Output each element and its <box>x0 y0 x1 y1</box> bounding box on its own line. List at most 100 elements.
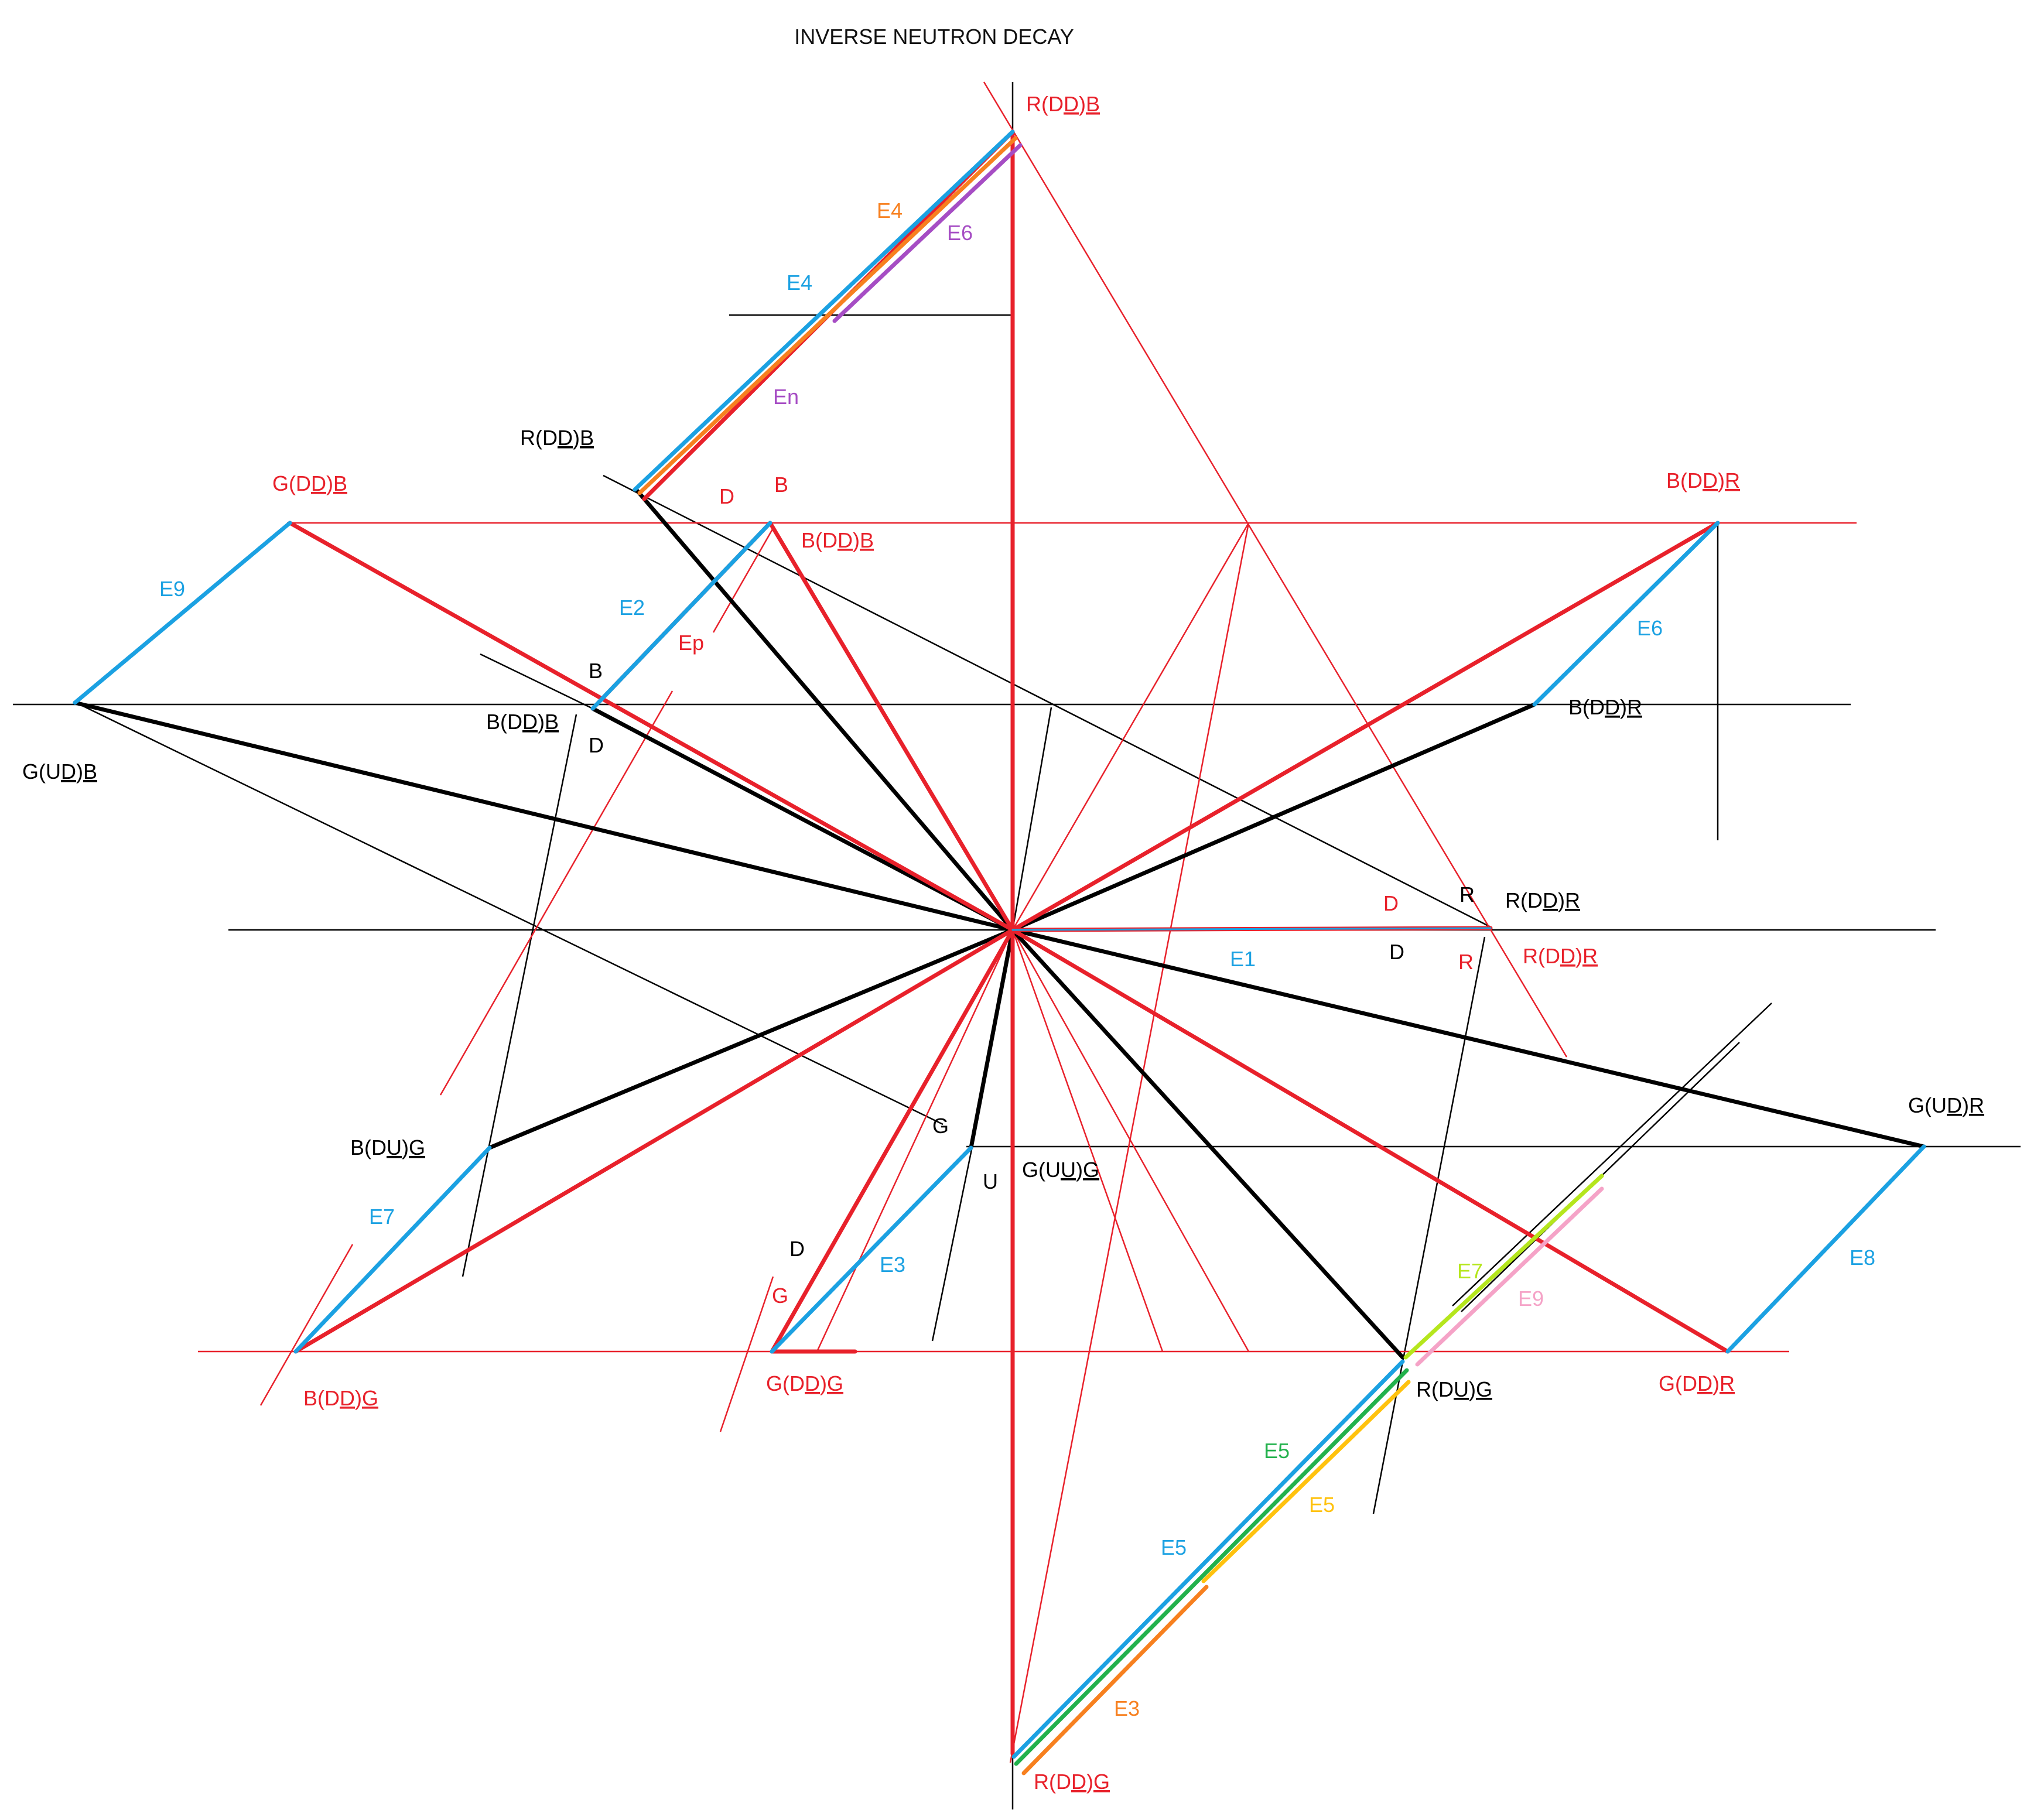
node-label-rddb-left: R(DD)B <box>520 426 594 450</box>
spoke-guug <box>969 928 1015 1150</box>
node-label-rddr-red: R(DD)R <box>1523 944 1598 968</box>
edge-e7-lime <box>1403 1174 1604 1360</box>
node-label-part: U <box>1454 1377 1469 1401</box>
edge-e3-orange <box>1021 1585 1209 1775</box>
spoke-rddb-left <box>635 488 1015 932</box>
quark-label-q-d-black-right: D <box>1389 940 1404 964</box>
node-label-part: ) <box>1712 1371 1720 1395</box>
node-label-part: ) <box>1086 1770 1093 1794</box>
node-label-gddg: G(DD)G <box>766 1371 843 1395</box>
node-label-part: ) <box>853 528 860 552</box>
quark-label-q-g-black-bottom: G <box>932 1114 949 1138</box>
node-label-part: B(D <box>303 1386 340 1410</box>
black-spokes <box>73 488 1926 1360</box>
node-label-part: D <box>1064 92 1079 116</box>
node-label-part: B <box>580 426 594 450</box>
edge-label-e7-lime: E7 <box>1457 1259 1483 1283</box>
node-label-part: D <box>1947 1093 1962 1117</box>
edge-e9-blue <box>73 521 292 705</box>
node-label-part: R(D <box>1026 92 1064 116</box>
node-label-part: R <box>1725 468 1740 492</box>
node-label-part: D <box>311 471 326 495</box>
black-guide-lines <box>13 82 2021 1809</box>
edge-e8-blue <box>1725 1144 1926 1354</box>
spoke-gudb <box>73 700 1015 932</box>
node-label-part: D <box>558 426 573 450</box>
node-label-bddr-black: B(DD)R <box>1568 695 1642 719</box>
labels: R(DD)BR(DD)BG(DD)BB(DD)BB(DD)BB(DD)RB(DD… <box>22 92 1984 1794</box>
node-label-part: B <box>333 471 347 495</box>
node-label-part: U <box>1061 1158 1076 1182</box>
node-label-part: G(U <box>22 760 61 784</box>
node-label-part: B(D <box>801 528 838 552</box>
node-label-part: D <box>61 760 76 784</box>
quark-label-q-d-black-left: D <box>589 733 604 757</box>
node-label-part: B(D <box>350 1135 387 1159</box>
node-label-part: D <box>805 1371 820 1395</box>
spoke-gddb <box>288 521 1015 932</box>
red-guide-f <box>712 528 774 633</box>
edge-label-e2-blue: E2 <box>619 596 645 620</box>
energy-lines <box>73 129 1926 1775</box>
node-label-part: R <box>1582 944 1598 968</box>
red-guide-d <box>816 929 1014 1352</box>
guide-steep-left <box>462 714 577 1277</box>
node-label-part: ) <box>538 710 545 734</box>
node-label-gudb: G(UD)B <box>22 760 97 784</box>
node-label-part: D <box>1605 695 1620 719</box>
node-label-part: R <box>1720 1371 1735 1395</box>
edge-label-e1-blue: E1 <box>1230 947 1256 971</box>
quark-label-q-b-black-left: B <box>589 659 603 683</box>
node-label-part: B(D <box>1666 468 1703 492</box>
quark-label-q-r-red-right: R <box>1458 950 1474 974</box>
node-label-part: ) <box>1962 1093 1969 1117</box>
node-label-part: ) <box>355 1386 362 1410</box>
diagram-title: INVERSE NEUTRON DECAY <box>794 25 1074 49</box>
edge-label-e8-blue: E8 <box>1850 1246 1875 1270</box>
node-label-part: R <box>1565 888 1580 912</box>
node-label-part: R <box>1627 695 1642 719</box>
guide-diag-lr1 <box>1452 1003 1772 1306</box>
edge-e9-pink <box>1415 1186 1604 1367</box>
guide-diag-gudb-guug <box>76 702 944 1125</box>
red-guide-a <box>1011 522 1250 930</box>
quark-label-q-u-black-bottom: U <box>983 1169 998 1193</box>
node-label-part: G <box>362 1386 378 1410</box>
node-label-part: G <box>1083 1158 1099 1182</box>
edge-e5-blue <box>1011 1359 1405 1759</box>
red-guide-h <box>259 1244 354 1406</box>
spoke-gddg <box>770 928 1015 1354</box>
node-label-part: G(D <box>272 471 311 495</box>
edge-label-e5-green: E5 <box>1264 1439 1290 1463</box>
node-label-gudr: G(UD)R <box>1908 1093 1984 1117</box>
spoke-bddb <box>590 706 1015 932</box>
guide-diag-bddb <box>480 653 593 710</box>
node-label-part: R(D <box>1505 888 1543 912</box>
node-label-part: R <box>1969 1093 1984 1117</box>
spoke-rdug <box>1010 928 1405 1360</box>
node-label-part: D <box>340 1386 355 1410</box>
edge-label-e6-blue: E6 <box>1637 616 1663 640</box>
quark-label-q-r-black-right: R <box>1459 882 1475 906</box>
spoke-bddr <box>1010 702 1537 932</box>
node-label-part: B(D <box>486 710 522 734</box>
red-guide-g <box>719 1276 774 1432</box>
node-label-part: R(D <box>1523 944 1560 968</box>
edge-label-e9-blue: E9 <box>159 577 185 601</box>
guide-diag-rddb-rddr <box>603 474 1491 928</box>
quark-label-q-d-red-top: D <box>719 484 734 508</box>
edge-e7-blue <box>293 1145 492 1354</box>
edge-label-e6-purple: E6 <box>947 221 973 245</box>
node-label-part: D <box>522 710 538 734</box>
node-label-bddr-red: B(DD)R <box>1666 468 1740 492</box>
node-label-part: G <box>1093 1770 1110 1794</box>
edge-e3-blue <box>770 1145 973 1354</box>
node-label-gddr: G(DD)R <box>1659 1371 1735 1395</box>
guide-steep-mid <box>931 1146 973 1342</box>
node-label-part: U <box>387 1135 402 1159</box>
node-label-part: B <box>545 710 559 734</box>
node-label-part: ) <box>402 1135 409 1159</box>
quark-label-q-b-red-top: B <box>774 473 788 497</box>
spoke-bddg <box>293 928 1015 1354</box>
edge-label-ep-red: Ep <box>678 631 704 655</box>
